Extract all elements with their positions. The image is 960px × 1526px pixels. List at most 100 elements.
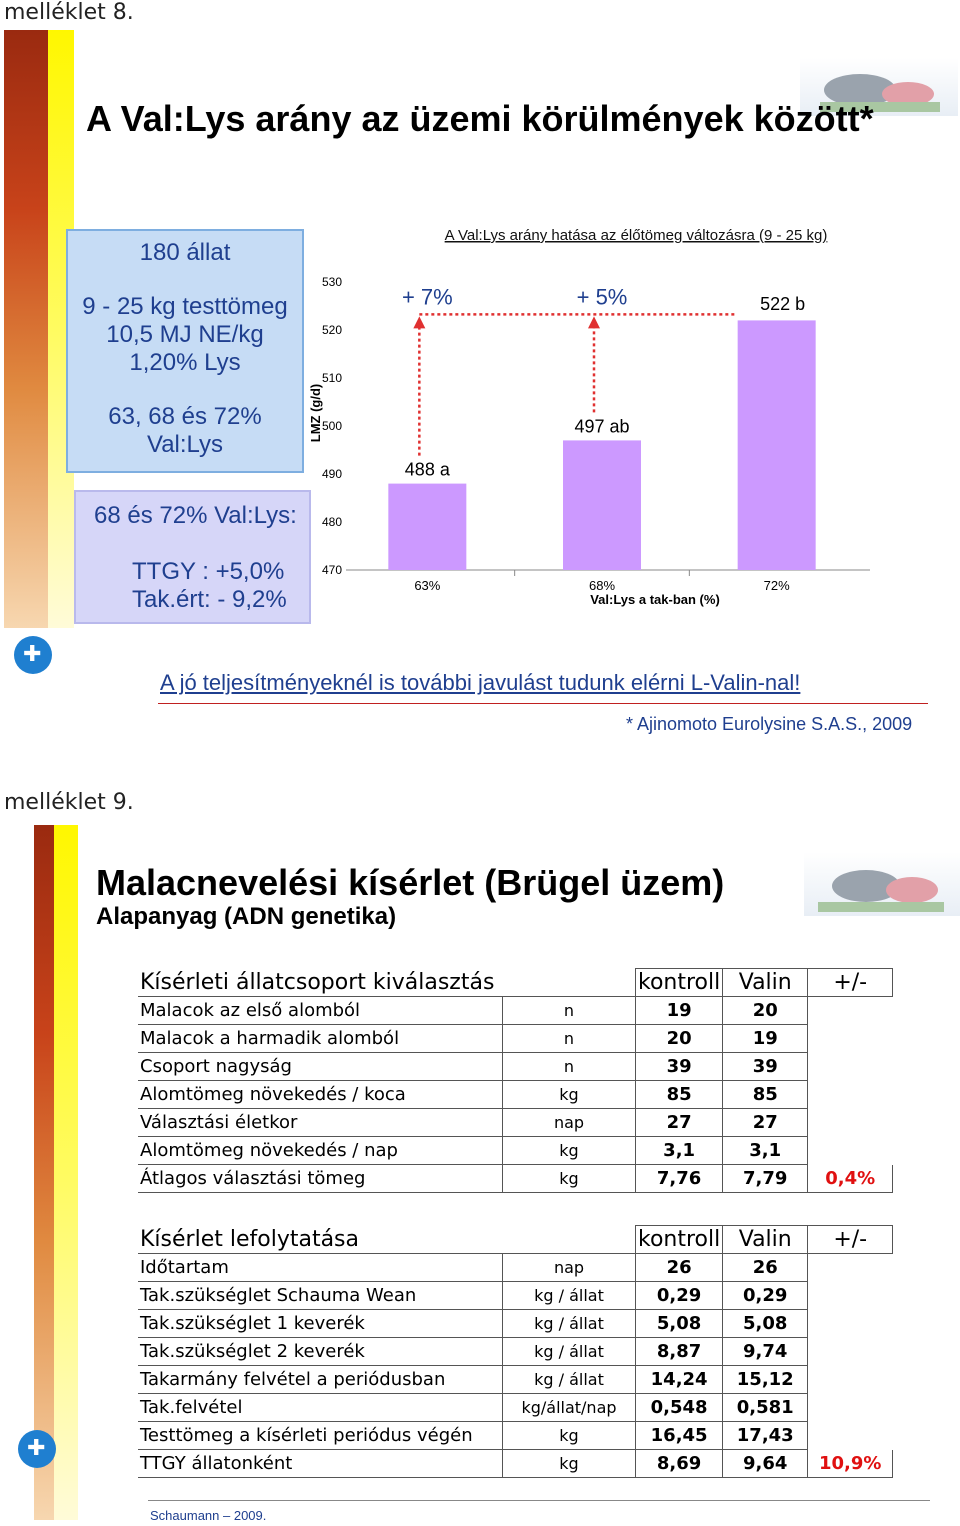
table-cell: kg: [502, 1080, 636, 1109]
chart-y-axis-label: LMZ (g/d): [308, 384, 323, 442]
table-cell: 7,76: [634, 1164, 723, 1193]
table-group-selection: Kísérleti állatcsoport kiválasztás kontro…: [138, 968, 894, 1193]
header-cell: kontroll: [634, 968, 723, 997]
table-cell: kg / állat: [502, 1281, 636, 1310]
table-cell: 5,08: [634, 1309, 723, 1338]
table-cell: 14,24: [634, 1365, 723, 1394]
table-row: Tak.szükséglet 1 keverék kg / állat 5,08 5,…: [138, 1309, 893, 1338]
table-cell: 27: [634, 1108, 723, 1137]
arrow-head-icon: [413, 316, 426, 329]
table-cell: 3,1: [634, 1136, 723, 1165]
table-cell: kg / állat: [502, 1337, 636, 1366]
table-cell: 3,1: [722, 1136, 809, 1165]
info-line-vallys: Val:Lys: [146, 431, 224, 458]
header-cell: +/-: [807, 968, 894, 997]
pig-logo-icon-2: [804, 852, 960, 916]
table-cell: Testtömeg a kísérleti periódus végén: [138, 1421, 503, 1450]
table-cell: [808, 1422, 893, 1450]
slide1-title: A Val:Lys arány az üzemi körülmények köz…: [86, 98, 874, 139]
table-cell: 0,548: [634, 1393, 723, 1422]
result-heading: 68 és 72% Val:Lys:: [94, 502, 297, 529]
table-cell: 9,64: [722, 1449, 809, 1478]
header-cell: Valin: [722, 968, 809, 997]
bar: [563, 440, 641, 570]
slide1-label: melléklet 8.: [4, 0, 134, 25]
arrow-head-icon: [588, 316, 600, 329]
table-cell: kg: [502, 1136, 636, 1165]
y-tick-label: 500: [322, 419, 342, 433]
table-cell: [808, 1109, 893, 1137]
table-cell: [808, 1366, 893, 1394]
table-cell: [808, 997, 893, 1025]
table-cell: Tak.szükséglet 2 keverék: [138, 1337, 503, 1366]
table-cell: Alomtömeg növekedés / nap: [138, 1136, 503, 1165]
table-cell: [808, 1254, 893, 1282]
table-cell: 0,4%: [807, 1164, 894, 1193]
table-cell: 85: [634, 1080, 723, 1109]
table-cell: [808, 1081, 893, 1109]
header-cell: [502, 1225, 636, 1254]
table-row: Csoport nagyság n 39 39: [138, 1052, 893, 1081]
table-cell: [808, 1282, 893, 1310]
table-row: Alomtömeg növekedés / koca kg 85 85: [138, 1080, 893, 1109]
table-cell: kg/állat/nap: [502, 1393, 636, 1422]
table-header-row: Kísérlet lefolytatása kontroll Valin +/-: [138, 1225, 894, 1254]
trial-info-box: 180 állat 9 - 25 kg testtömeg 10,5 MJ NE…: [66, 229, 304, 473]
table-cell: Átlagos választási tömeg: [138, 1164, 503, 1193]
info-line-lys: 1,20% Lys: [129, 349, 241, 376]
table-row: Malacok a harmadik alomból n 20 19: [138, 1024, 893, 1053]
result-box: 68 és 72% Val:Lys: TTGY : +5,0% Tak.ért:…: [74, 490, 311, 624]
table-cell: [808, 1394, 893, 1422]
header-cell: Valin: [722, 1225, 809, 1254]
pig-logo-icon: [800, 58, 958, 116]
slide2-subtitle: Alapanyag (ADN genetika): [96, 903, 397, 930]
table-cell: n: [502, 1024, 636, 1053]
chart-x-axis-label: Val:Lys a tak-ban (%): [590, 592, 720, 607]
brand-logo-icon-2: [18, 1430, 56, 1468]
increase-annotation: + 7%: [402, 284, 453, 309]
table-row: Átlagos választási tömeg kg 7,76 7,79 0,4%: [138, 1164, 894, 1193]
table-cell: [808, 1137, 893, 1165]
chart-title: A Val:Lys arány hatása az élőtömeg válto…: [445, 227, 828, 244]
table-header-row: Kísérleti állatcsoport kiválasztás kontro…: [138, 968, 894, 997]
table-cell: n: [502, 996, 636, 1025]
table-cell: [808, 1338, 893, 1366]
y-tick-label: 480: [322, 515, 342, 529]
y-tick-label: 490: [322, 467, 342, 481]
result-ttgy: TTGY : +5,0%: [132, 558, 285, 585]
x-tick-label: 63%: [414, 578, 440, 593]
increase-annotation: + 5%: [577, 284, 628, 309]
table-cell: Takarmány felvétel a periódusban: [138, 1365, 503, 1394]
decor-band-red: [4, 30, 48, 628]
table-cell: Választási életkor: [138, 1108, 503, 1137]
table-cell: kg: [502, 1449, 636, 1478]
info-line-ratios: 63, 68 és 72%: [108, 403, 262, 430]
table-cell: 15,12: [722, 1365, 809, 1394]
x-tick-label: 68%: [589, 578, 615, 593]
brand-logo-icon: [14, 636, 52, 674]
table-cell: Malacok az első alomból: [138, 996, 503, 1025]
table-row: Malacok az első alomból n 19 20: [138, 996, 893, 1025]
info-line-energy: 10,5 MJ NE/kg: [106, 321, 264, 348]
table-cell: kg: [502, 1421, 636, 1450]
table-cell: 20: [634, 1024, 723, 1053]
table-cell: TTGY állatonként: [138, 1449, 503, 1478]
table-cell: 85: [722, 1080, 809, 1109]
table-cell: 8,87: [634, 1337, 723, 1366]
header-cell: Kísérlet lefolytatása: [138, 1225, 503, 1254]
divider-red: [158, 703, 928, 704]
table-row: Tak.szükséglet 2 keverék kg / állat 8,87 9,…: [138, 1337, 893, 1366]
table-cell: kg / állat: [502, 1365, 636, 1394]
slide2-title: Malacnevelési kísérlet (Brügel üzem): [96, 862, 725, 903]
bar-value-label: 497 ab: [574, 416, 629, 436]
table-trial-conduct: Kísérlet lefolytatása kontroll Valin +/- Idő…: [138, 1225, 894, 1478]
table-cell: Tak.szükséglet 1 keverék: [138, 1309, 503, 1338]
table-cell: Tak.szükséglet Schauma Wean: [138, 1281, 503, 1310]
table-cell: 19: [722, 1024, 809, 1053]
table-cell: nap: [502, 1108, 636, 1137]
table-cell: 10,9%: [807, 1449, 894, 1478]
table-cell: 7,79: [722, 1164, 809, 1193]
y-tick-label: 470: [322, 563, 342, 577]
header-cell: +/-: [807, 1225, 894, 1254]
table-cell: Malacok a harmadik alomból: [138, 1024, 503, 1053]
